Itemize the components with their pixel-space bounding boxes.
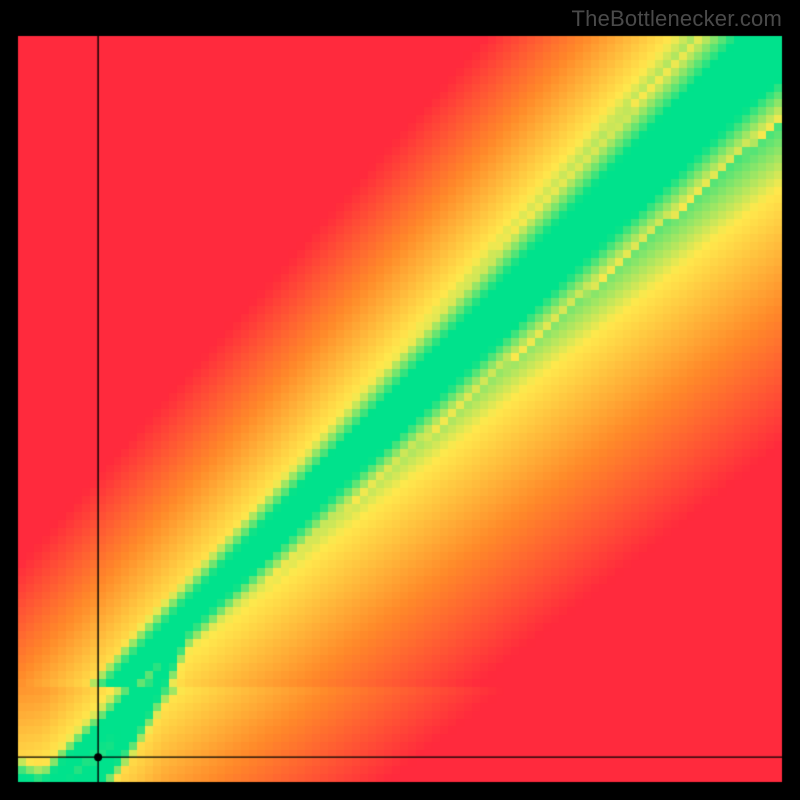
bottleneck-heatmap xyxy=(0,0,800,800)
watermark-text: TheBottlenecker.com xyxy=(572,6,782,32)
